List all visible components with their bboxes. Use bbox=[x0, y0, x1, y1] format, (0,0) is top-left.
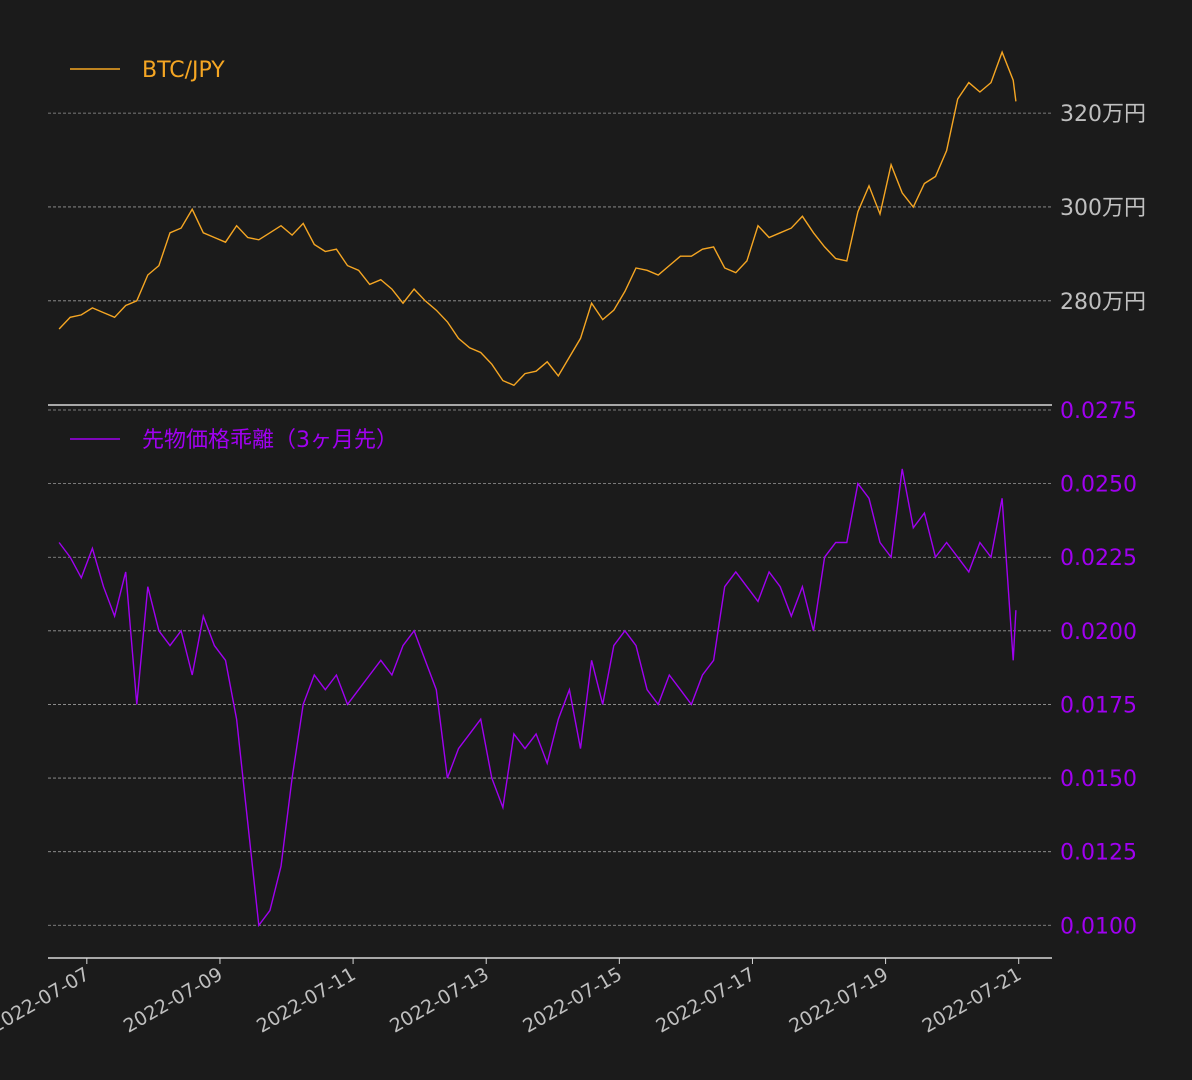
futures-spread-panel: 0.0100 0.0125 0.0150 0.0175 0.0200 0.0225 0.02… bbox=[48, 399, 1137, 939]
btc-y-tick-label: 300万円 bbox=[1060, 196, 1146, 221]
btc-y-tick-label: 320万円 bbox=[1060, 102, 1146, 127]
spread-grid bbox=[48, 409, 1052, 926]
btc-price-line bbox=[58, 50, 1017, 387]
spread-y-tick-label: 0.0125 bbox=[1060, 841, 1137, 866]
btc-grid bbox=[48, 112, 1052, 302]
spread-line bbox=[58, 468, 1017, 928]
spread-y-tick-label: 0.0250 bbox=[1060, 473, 1137, 498]
spread-legend-label: 先物価格乖離（3ヶ月先） bbox=[142, 428, 398, 453]
btc-y-tick-label: 280万円 bbox=[1060, 290, 1146, 315]
spread-y-tick-label: 0.0200 bbox=[1060, 620, 1137, 645]
btc-price-panel: 280万円 300万円 320万円 BTC/JPY bbox=[48, 50, 1146, 387]
spread-y-tick-label: 0.0150 bbox=[1060, 767, 1137, 792]
btc-y-tick-labels: 280万円 300万円 320万円 bbox=[1060, 102, 1146, 315]
spread-legend: 先物価格乖離（3ヶ月先） bbox=[70, 428, 398, 453]
btc-legend-label: BTC/JPY bbox=[142, 58, 225, 83]
spread-y-tick-label: 0.0100 bbox=[1060, 914, 1137, 939]
spread-y-tick-label: 0.0175 bbox=[1060, 693, 1137, 718]
btc-legend: BTC/JPY bbox=[70, 58, 225, 83]
spread-y-tick-label: 0.0225 bbox=[1060, 546, 1137, 571]
spread-y-tick-labels: 0.0100 0.0125 0.0150 0.0175 0.0200 0.0225 0.02… bbox=[1060, 399, 1137, 939]
spread-y-tick-label: 0.0275 bbox=[1060, 399, 1137, 424]
